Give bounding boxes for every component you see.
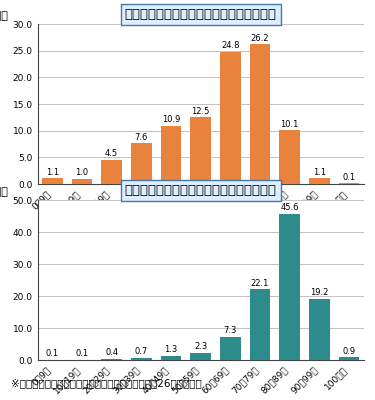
Bar <box>279 214 300 360</box>
Bar <box>339 357 359 360</box>
Bar <box>160 356 182 360</box>
Text: 24.8: 24.8 <box>221 41 240 50</box>
Text: 2.3: 2.3 <box>194 342 207 351</box>
Bar <box>250 289 270 360</box>
Text: 45.6: 45.6 <box>280 204 299 212</box>
Text: 0.1: 0.1 <box>342 173 355 182</box>
Text: 22.1: 22.1 <box>251 279 269 288</box>
Bar <box>72 179 92 184</box>
Text: 0.9: 0.9 <box>342 346 355 356</box>
Text: 0.4: 0.4 <box>105 348 118 357</box>
Y-axis label: （％）: （％） <box>0 11 8 21</box>
Text: 1.1: 1.1 <box>46 168 59 176</box>
Text: 12.5: 12.5 <box>191 107 210 116</box>
Bar <box>160 126 182 184</box>
Text: 7.3: 7.3 <box>224 326 237 335</box>
Bar <box>101 359 122 360</box>
Text: ※　厚生労働省　在宅歯科医療に関する調査（平成26年度）より: ※ 厚生労働省 在宅歯科医療に関する調査（平成26年度）より <box>11 378 202 388</box>
Bar <box>42 178 63 184</box>
Bar <box>250 44 270 184</box>
Bar <box>309 298 330 360</box>
Title: 訪問歯科診療における患者の年齢階級分布: 訪問歯科診療における患者の年齢階級分布 <box>124 184 277 198</box>
Bar <box>101 160 122 184</box>
Title: 外来歯科診療における患者の年齢階級分布: 外来歯科診療における患者の年齢階級分布 <box>124 8 277 22</box>
Bar <box>190 353 211 360</box>
Y-axis label: （％）: （％） <box>0 187 8 197</box>
Text: 1.3: 1.3 <box>164 345 178 354</box>
Text: 7.6: 7.6 <box>135 133 148 142</box>
Text: 26.2: 26.2 <box>251 34 269 43</box>
Bar <box>279 130 300 184</box>
Bar <box>190 117 211 184</box>
Bar <box>220 337 241 360</box>
Bar <box>309 178 330 184</box>
Text: 19.2: 19.2 <box>310 288 328 297</box>
Text: 10.9: 10.9 <box>162 115 180 124</box>
Text: 1.1: 1.1 <box>313 168 326 176</box>
Text: 0.1: 0.1 <box>75 349 88 358</box>
Bar <box>131 144 152 184</box>
Text: 4.5: 4.5 <box>105 150 118 158</box>
Text: 10.1: 10.1 <box>280 120 299 128</box>
Bar <box>131 358 152 360</box>
Text: 0.7: 0.7 <box>135 347 148 356</box>
Bar <box>220 52 241 184</box>
Text: 0.1: 0.1 <box>46 349 59 358</box>
Text: 1.0: 1.0 <box>75 168 88 177</box>
